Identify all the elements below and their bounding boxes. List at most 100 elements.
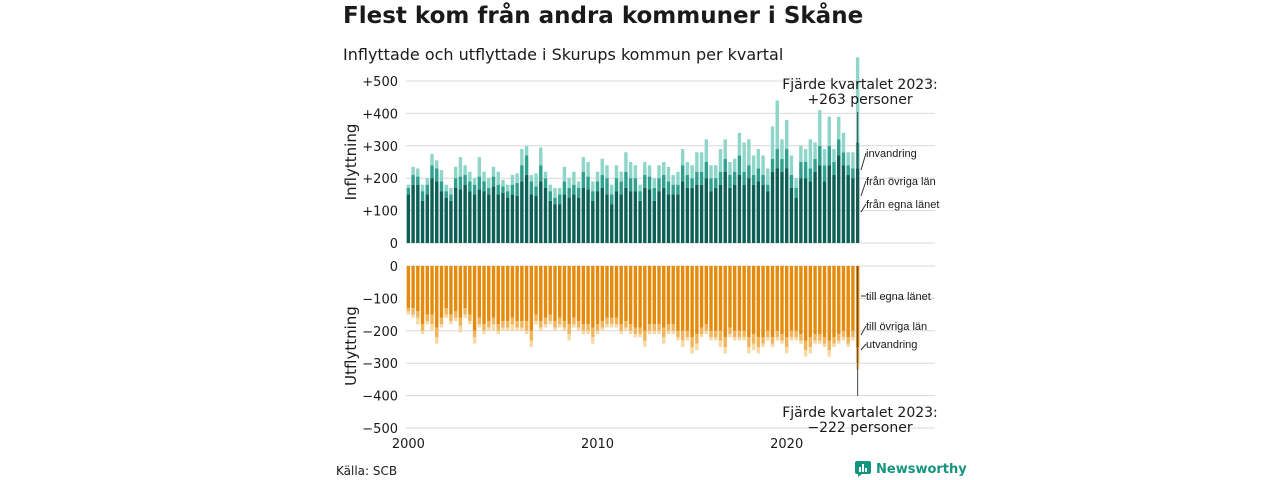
bar-inflyttning bbox=[619, 181, 623, 195]
bar-utflyttning bbox=[463, 308, 467, 315]
bar-inflyttning bbox=[515, 173, 519, 184]
bar-utflyttning bbox=[416, 311, 420, 318]
bar-utflyttning bbox=[425, 321, 429, 325]
bar-inflyttning bbox=[770, 158, 775, 172]
bar-utflyttning bbox=[586, 324, 590, 331]
bar-utflyttning bbox=[662, 327, 666, 338]
bar-inflyttning bbox=[610, 194, 614, 205]
bar-inflyttning bbox=[662, 174, 666, 188]
bar-utflyttning bbox=[524, 330, 529, 335]
bar-utflyttning bbox=[704, 266, 709, 325]
bar-utflyttning bbox=[638, 334, 642, 338]
bar-utflyttning bbox=[785, 337, 789, 347]
bar-utflyttning bbox=[567, 334, 571, 341]
bar-inflyttning bbox=[633, 165, 638, 179]
bar-utflyttning bbox=[534, 321, 538, 325]
bar-inflyttning bbox=[411, 166, 415, 175]
bar-utflyttning bbox=[515, 327, 519, 331]
bar-utflyttning bbox=[539, 327, 543, 331]
bar-inflyttning bbox=[732, 171, 737, 185]
bar-utflyttning bbox=[614, 317, 619, 325]
bar-inflyttning bbox=[638, 200, 642, 243]
bar-inflyttning bbox=[846, 152, 850, 166]
bar-utflyttning bbox=[425, 314, 429, 322]
series-label: utvandring bbox=[866, 339, 917, 351]
bar-inflyttning bbox=[676, 194, 680, 243]
bar-inflyttning bbox=[657, 178, 661, 192]
bar-utflyttning bbox=[487, 266, 491, 322]
bar-utflyttning bbox=[439, 266, 444, 318]
bar-utflyttning bbox=[524, 321, 529, 331]
series-label-leader bbox=[860, 180, 867, 197]
bar-utflyttning bbox=[841, 337, 846, 341]
bar-inflyttning bbox=[657, 191, 661, 243]
bar-utflyttning bbox=[411, 314, 415, 318]
bar-utflyttning bbox=[548, 314, 552, 322]
bar-inflyttning bbox=[723, 171, 727, 243]
bar-utflyttning bbox=[742, 266, 746, 331]
bar-utflyttning bbox=[851, 337, 855, 341]
bar-inflyttning bbox=[732, 158, 737, 172]
bar-inflyttning bbox=[463, 174, 467, 185]
bar-utflyttning bbox=[524, 266, 529, 322]
bar-utflyttning bbox=[666, 324, 671, 331]
bar-inflyttning bbox=[780, 171, 784, 243]
bar-inflyttning bbox=[818, 145, 822, 166]
bar-inflyttning bbox=[785, 168, 789, 243]
bar-inflyttning bbox=[770, 126, 775, 159]
bar-inflyttning bbox=[439, 191, 444, 243]
bar-inflyttning bbox=[586, 176, 590, 190]
series-label: till egna länet bbox=[866, 291, 931, 303]
bar-inflyttning bbox=[813, 171, 817, 243]
bar-inflyttning bbox=[468, 171, 472, 182]
bar-inflyttning bbox=[501, 179, 505, 187]
bar-utflyttning bbox=[435, 327, 439, 338]
bar-inflyttning bbox=[666, 166, 671, 182]
bar-inflyttning bbox=[671, 194, 675, 243]
bar-inflyttning bbox=[567, 178, 571, 188]
bar-utflyttning bbox=[676, 266, 680, 331]
bar-inflyttning bbox=[581, 187, 586, 243]
bar-utflyttning bbox=[803, 266, 808, 341]
bar-utflyttning bbox=[761, 266, 765, 338]
bar-inflyttning bbox=[572, 171, 576, 185]
bar-inflyttning bbox=[435, 160, 439, 169]
bar-utflyttning bbox=[435, 337, 439, 344]
bar-utflyttning bbox=[832, 337, 836, 344]
y-tick-label: −500 bbox=[362, 422, 398, 437]
bar-utflyttning bbox=[846, 343, 850, 347]
bar-inflyttning bbox=[458, 157, 463, 177]
bar-inflyttning bbox=[420, 200, 425, 243]
bar-inflyttning bbox=[458, 176, 463, 190]
bar-inflyttning bbox=[491, 166, 496, 177]
bar-inflyttning bbox=[643, 174, 647, 188]
bar-inflyttning bbox=[756, 149, 761, 169]
bar-inflyttning bbox=[723, 139, 727, 159]
bar-utflyttning bbox=[732, 266, 737, 331]
bar-utflyttning bbox=[553, 327, 557, 331]
bar-utflyttning bbox=[799, 334, 803, 341]
bar-inflyttning bbox=[444, 184, 448, 192]
bar-inflyttning bbox=[510, 194, 515, 243]
bar-inflyttning bbox=[775, 149, 779, 169]
bar-utflyttning bbox=[643, 330, 647, 341]
bar-utflyttning bbox=[501, 327, 505, 331]
bar-utflyttning bbox=[505, 266, 510, 322]
bar-inflyttning bbox=[439, 170, 444, 182]
bar-inflyttning bbox=[709, 165, 713, 179]
bar-inflyttning bbox=[695, 184, 699, 243]
bar-inflyttning bbox=[425, 194, 429, 243]
bar-inflyttning bbox=[406, 184, 411, 188]
bar-utflyttning bbox=[671, 266, 675, 325]
bar-utflyttning bbox=[756, 266, 761, 338]
bar-utflyttning bbox=[572, 317, 576, 325]
bar-inflyttning bbox=[761, 174, 765, 185]
bar-utflyttning bbox=[581, 324, 586, 331]
bar-utflyttning bbox=[520, 327, 524, 331]
bar-inflyttning bbox=[789, 187, 794, 243]
bar-utflyttning bbox=[501, 321, 505, 328]
bar-inflyttning bbox=[690, 187, 694, 243]
bar-inflyttning bbox=[652, 200, 656, 243]
bar-inflyttning bbox=[420, 191, 425, 201]
brand-name: Newsworthy bbox=[876, 461, 967, 477]
